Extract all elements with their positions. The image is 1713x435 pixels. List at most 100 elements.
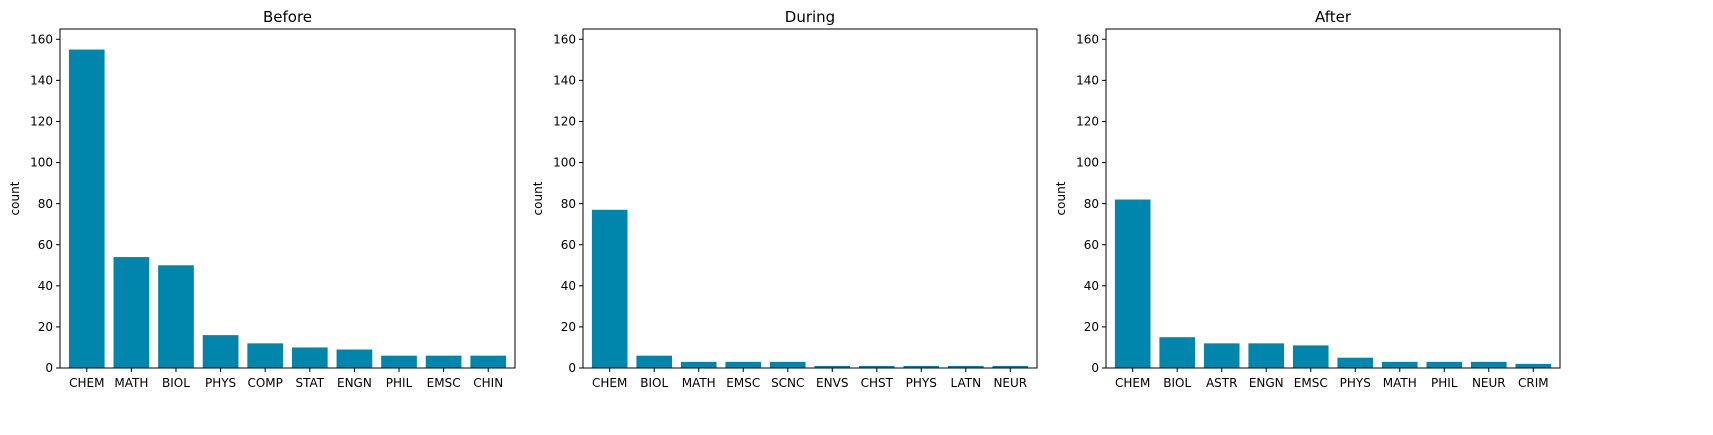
x-tick-label: LATN [951, 376, 982, 390]
y-tick-label: 20 [561, 320, 576, 334]
bar-emsc [1292, 345, 1329, 368]
bar-comp [247, 343, 284, 368]
x-tick-label: PHIL [386, 376, 413, 390]
x-tick-label: BIOL [640, 376, 668, 390]
x-tick-label: CHEM [592, 376, 627, 390]
y-axis-label: count [8, 181, 22, 215]
y-tick-label: 140 [1076, 74, 1099, 88]
y-tick-label: 140 [553, 74, 576, 88]
y-tick-label: 40 [38, 279, 53, 293]
y-tick-label: 20 [38, 320, 53, 334]
y-tick-label: 120 [30, 115, 53, 129]
x-tick-label: MATH [1383, 376, 1417, 390]
x-tick-label: PHYS [205, 376, 236, 390]
bar-emsc [425, 355, 462, 368]
bar-phil [1426, 361, 1463, 368]
bar-chin [470, 355, 507, 368]
y-tick-label: 40 [1084, 279, 1099, 293]
x-tick-label: PHYS [1340, 376, 1371, 390]
bar-chem [591, 209, 628, 368]
bar-astr [1203, 343, 1240, 368]
bar-biol [158, 265, 194, 368]
y-tick-label: 100 [553, 156, 576, 170]
x-tick-label: COMP [247, 376, 282, 390]
chart-title: Before [263, 8, 312, 26]
x-tick-label: ENGN [1249, 376, 1284, 390]
x-tick-label: EMSC [726, 376, 760, 390]
bar-biol [1159, 337, 1196, 368]
y-tick-label: 0 [45, 361, 53, 375]
x-tick-label: MATH [114, 376, 148, 390]
y-tick-label: 140 [30, 74, 53, 88]
y-tick-label: 120 [1076, 115, 1099, 129]
x-tick-label: SCNC [771, 376, 804, 390]
bar-engn [1248, 343, 1285, 368]
bar-phys [202, 335, 239, 368]
x-tick-label: CRIM [1518, 376, 1549, 390]
y-tick-label: 80 [38, 197, 53, 211]
bar-latn [947, 365, 984, 368]
y-axis-label: count [1054, 181, 1068, 215]
y-tick-label: 80 [561, 197, 576, 211]
bar-math [1381, 361, 1418, 368]
bar-crim [1515, 363, 1552, 368]
x-tick-label: CHEM [69, 376, 104, 390]
chart-title: During [785, 8, 835, 26]
y-tick-label: 100 [30, 156, 53, 170]
y-tick-label: 60 [1084, 238, 1099, 252]
bar-envs [814, 365, 851, 368]
x-tick-label: NEUR [993, 376, 1027, 390]
y-tick-label: 0 [1091, 361, 1099, 375]
y-tick-label: 80 [1084, 197, 1099, 211]
y-tick-label: 160 [1076, 32, 1099, 46]
y-tick-label: 60 [561, 238, 576, 252]
bar-phil [381, 355, 417, 368]
x-tick-label: EMSC [427, 376, 461, 390]
bar-chem [1114, 199, 1151, 368]
y-tick-label: 40 [561, 279, 576, 293]
chart-panel-1: 0 20 40 60 80 100 120 140 160 CHEM MATH BIOL PHYS COM… [8, 8, 516, 390]
y-axis-label: count [531, 181, 545, 215]
bar-emsc [725, 361, 762, 368]
x-tick-label: PHYS [906, 376, 937, 390]
bar-neur [1470, 361, 1507, 368]
bar-scnc [769, 361, 806, 368]
y-tick-label: 100 [1076, 156, 1099, 170]
y-tick-label: 20 [1084, 320, 1099, 334]
bar-math [113, 257, 150, 368]
x-tick-label: CHEM [1115, 376, 1150, 390]
bar-math [680, 361, 717, 368]
bar-phys [1337, 357, 1374, 368]
y-tick-label: 0 [568, 361, 576, 375]
chart-panel-2: 0 20 40 60 80 100 120 140 160 CHEM BIOL MATH EMSC SCN… [531, 8, 1038, 390]
x-tick-label: CHST [861, 376, 894, 390]
x-tick-label: MATH [682, 376, 716, 390]
x-tick-label: CHIN [473, 376, 503, 390]
x-tick-label: EMSC [1294, 376, 1328, 390]
bar-phys [903, 365, 940, 368]
bar-biol [636, 355, 673, 368]
y-tick-label: 160 [30, 32, 53, 46]
x-tick-label: ENGN [337, 376, 372, 390]
x-tick-label: STAT [295, 376, 324, 390]
y-tick-label: 160 [553, 32, 576, 46]
plot-frame [1105, 28, 1561, 369]
bar-stat [291, 347, 328, 368]
bar-chst [858, 365, 895, 368]
bar-neur [992, 365, 1029, 368]
x-tick-label: ASTR [1206, 376, 1238, 390]
x-tick-label: PHIL [1431, 376, 1458, 390]
plot-frame [582, 28, 1038, 369]
plot-frame [59, 28, 516, 369]
x-tick-label: ENVS [816, 376, 848, 390]
bar-chem [68, 49, 105, 369]
chart-title: After [1315, 8, 1352, 26]
x-tick-label: NEUR [1472, 376, 1506, 390]
y-tick-label: 120 [553, 115, 576, 129]
bar-engn [336, 349, 373, 368]
x-tick-label: BIOL [162, 376, 190, 390]
y-tick-label: 60 [38, 238, 53, 252]
chart-panel-3: 0 20 40 60 80 100 120 140 160 CHEM BIOL ASTR ENGN EMS… [1054, 8, 1561, 390]
x-tick-label: BIOL [1163, 376, 1191, 390]
